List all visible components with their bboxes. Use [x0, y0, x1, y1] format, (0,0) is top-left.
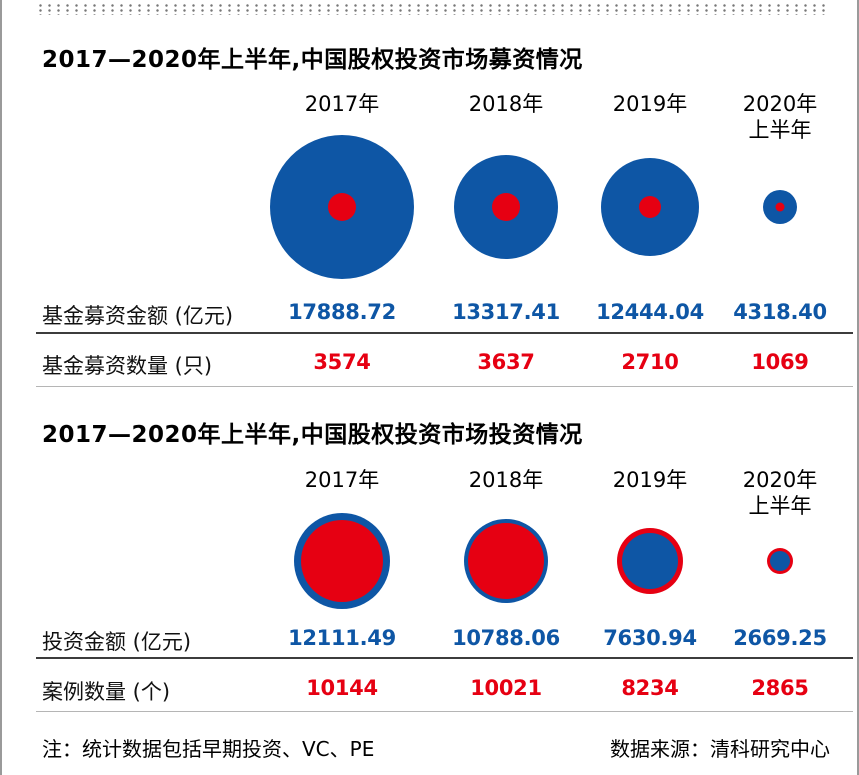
year-label-2018: 2018年 [469, 91, 543, 117]
divider-dark [36, 332, 853, 334]
year-label-2017: 2017年 [305, 467, 379, 493]
right-border-rule [857, 0, 859, 775]
fundraising-count-2019: 2710 [621, 350, 679, 374]
row-label-fundraising-amount: 基金募资金额 (亿元) [42, 304, 234, 328]
investment-amount-2017: 12111.49 [288, 626, 396, 650]
amount-circle [622, 533, 678, 589]
count-circle [492, 193, 520, 221]
divider-dark [36, 657, 853, 659]
dotted-divider [36, 2, 830, 15]
fundraising-amount-2018: 13317.41 [452, 300, 560, 324]
year-line1: 2017年 [304, 92, 380, 116]
section2-title: 2017—2020年上半年,中国股权投资市场投资情况 [42, 422, 583, 448]
fundraising-amount-2020h1: 4318.40 [733, 300, 827, 324]
row-label-fundraising-count: 基金募资数量 (只) [42, 354, 213, 378]
statistics-note: 注：统计数据包括早期投资、VC、PE [42, 737, 375, 761]
left-border-rule [0, 0, 2, 775]
year-line1: 2018年 [468, 468, 544, 492]
investment-amount-2018: 10788.06 [452, 626, 560, 650]
investment-amount-2020h1: 2669.25 [733, 626, 827, 650]
year-label-2019: 2019年 [613, 467, 687, 493]
year-line2: 上半年 [748, 118, 812, 142]
year-label-2017: 2017年 [305, 91, 379, 117]
count-circle [639, 196, 661, 218]
amount-circle [770, 551, 790, 571]
year-label-2018: 2018年 [469, 467, 543, 493]
year-line1: 2018年 [468, 92, 544, 116]
year-label-2020h1: 2020年 上半年 [743, 91, 817, 143]
year-line1: 2019年 [612, 468, 688, 492]
count-circle [468, 523, 544, 599]
count-circle [328, 193, 356, 221]
fundraising-amount-2017: 17888.72 [288, 300, 396, 324]
row-label-case-count: 案例数量 (个) [42, 680, 171, 704]
year-line1: 2020年 [742, 92, 818, 116]
year-label-2020h1: 2020年 上半年 [743, 467, 817, 519]
case-count-2017: 10144 [306, 676, 378, 700]
case-count-2018: 10021 [470, 676, 542, 700]
fundraising-amount-2019: 12444.04 [596, 300, 704, 324]
fundraising-count-2018: 3637 [477, 350, 535, 374]
year-line1: 2017年 [304, 468, 380, 492]
divider-light [36, 711, 853, 712]
case-count-2019: 8234 [621, 676, 679, 700]
data-source: 数据来源：清科研究中心 [610, 737, 830, 761]
year-line1: 2019年 [612, 92, 688, 116]
count-circle [775, 202, 785, 212]
count-circle [301, 520, 383, 602]
fundraising-count-2017: 3574 [313, 350, 371, 374]
investment-amount-2019: 7630.94 [603, 626, 697, 650]
year-label-2019: 2019年 [613, 91, 687, 117]
section1-title: 2017—2020年上半年,中国股权投资市场募资情况 [42, 47, 583, 73]
case-count-2020h1: 2865 [751, 676, 809, 700]
year-line2: 上半年 [748, 494, 812, 518]
divider-light [36, 386, 853, 387]
year-line1: 2020年 [742, 468, 818, 492]
fundraising-count-2020h1: 1069 [751, 350, 809, 374]
row-label-investment-amount: 投资金额 (亿元) [42, 630, 192, 654]
